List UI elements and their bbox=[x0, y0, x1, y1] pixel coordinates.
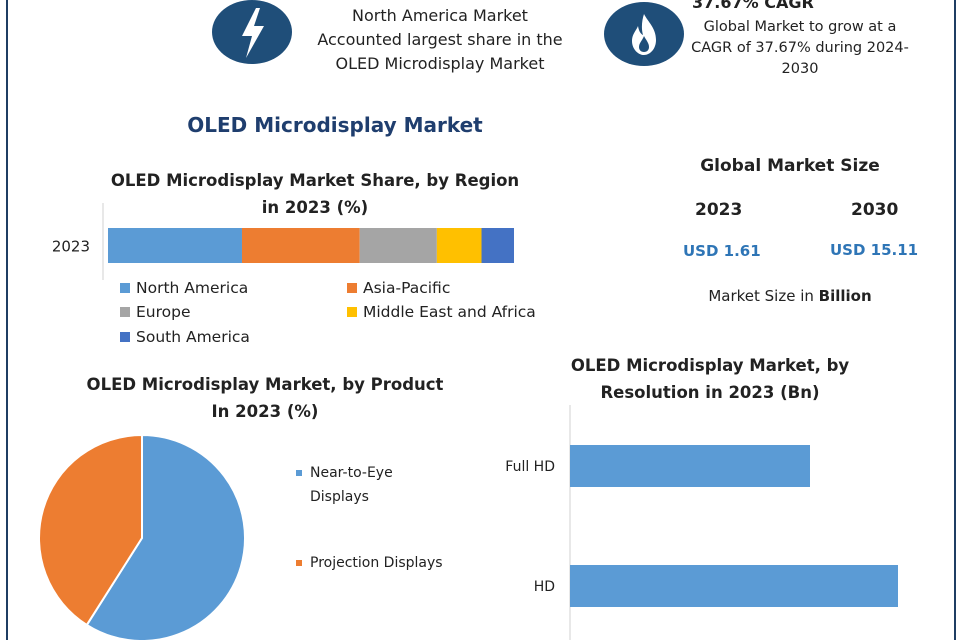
region-stacked-bar-chart: 2023 bbox=[52, 203, 514, 280]
banner-left-text: North America Market Accounted largest s… bbox=[295, 4, 585, 76]
resolution-bar-chart: Full HD HD bbox=[505, 405, 898, 640]
market-size-year-2030: 2030 bbox=[851, 200, 899, 220]
region-chart-title: OLED Microdisplay Market Share, by Regio… bbox=[90, 167, 540, 221]
legend-swatch bbox=[120, 283, 130, 293]
pie-legend-label: Near-to-Eye bbox=[310, 465, 393, 481]
banner-left-line-2: Accounted largest share in the bbox=[317, 30, 563, 49]
lightning-bolt-icon bbox=[212, 0, 292, 64]
legend-label: North America bbox=[136, 279, 249, 297]
legend-swatch bbox=[347, 283, 357, 293]
region-bar-segment-europe bbox=[359, 228, 437, 263]
pie-legend-label: Displays bbox=[310, 489, 369, 505]
pie-legend-swatch bbox=[296, 560, 302, 566]
market-size-title: Global Market Size bbox=[700, 156, 880, 176]
legend-item-south-america: South America bbox=[120, 328, 250, 346]
resolution-chart-title-line-2: Resolution in 2023 (Bn) bbox=[600, 383, 820, 402]
legend-swatch bbox=[120, 307, 130, 317]
pie-slice-near-to-eye-displays bbox=[85, 433, 246, 640]
flame-icon bbox=[604, 2, 684, 66]
product-chart-title-line-2: In 2023 (%) bbox=[211, 402, 319, 421]
legend-label: Middle East and Africa bbox=[363, 303, 536, 321]
banner-left-line-1: North America Market bbox=[352, 6, 528, 25]
legend-item-north-america: North America bbox=[120, 279, 248, 297]
region-bar-segment-north-america bbox=[108, 228, 242, 263]
product-chart-title-line-1: OLED Microdisplay Market, by Product bbox=[86, 375, 444, 394]
resolution-category-label-hd: HD bbox=[534, 579, 555, 595]
legend-item-europe: Europe bbox=[120, 303, 191, 321]
cagr-description: Global Market to grow at a CAGR of 37.67… bbox=[680, 17, 920, 80]
banner-left-line-3: OLED Microdisplay Market bbox=[335, 54, 545, 73]
region-chart-title-line-2: in 2023 (%) bbox=[261, 198, 369, 217]
resolution-chart-title-line-1: OLED Microdisplay Market, by bbox=[570, 356, 850, 375]
market-size-note-unit: Billion bbox=[818, 287, 872, 305]
legend-swatch bbox=[120, 332, 130, 342]
market-size-year-2023: 2023 bbox=[695, 200, 743, 220]
pie-slice-projection-displays bbox=[38, 433, 143, 627]
legend-swatch bbox=[347, 307, 357, 317]
region-chart-title-line-1: OLED Microdisplay Market Share, by Regio… bbox=[110, 171, 520, 190]
cagr-title: 37.67% CAGR bbox=[692, 0, 814, 12]
resolution-bar-full-hd bbox=[570, 445, 810, 487]
pie-legend-swatch bbox=[296, 470, 302, 476]
region-bar-segment-south-america bbox=[481, 228, 514, 263]
legend-label: Asia-Pacific bbox=[363, 279, 451, 297]
cagr-line-3: 2030 bbox=[781, 61, 819, 77]
left-frame-line bbox=[6, 0, 8, 640]
legend-label: Europe bbox=[136, 303, 191, 321]
cagr-line-1: Global Market to grow at a bbox=[703, 19, 897, 35]
market-size-value-2030: USD 15.11 bbox=[830, 241, 919, 259]
pie-legend-item-projection-displays: Projection Displays bbox=[296, 551, 443, 575]
legend-item-asia-pacific: Asia-Pacific bbox=[347, 279, 450, 297]
market-size-unit-note: Market Size in Billion bbox=[690, 287, 890, 305]
market-size-note-prefix: Market Size in bbox=[708, 287, 819, 305]
pie-legend-label: Projection Displays bbox=[310, 555, 443, 571]
resolution-category-label-full-hd: Full HD bbox=[505, 459, 555, 475]
pie-legend-item-near-to-eye-displays: Near-to-Eye Displays bbox=[296, 461, 393, 509]
resolution-bar-hd bbox=[570, 565, 898, 607]
resolution-chart-title: OLED Microdisplay Market, by Resolution … bbox=[540, 352, 880, 406]
region-category-label: 2023 bbox=[52, 238, 90, 256]
product-chart-title: OLED Microdisplay Market, by Product In … bbox=[60, 371, 470, 425]
right-frame-line bbox=[954, 0, 956, 640]
legend-item-middle-east-and-africa: Middle East and Africa bbox=[347, 303, 536, 321]
region-bar-segment-asia-pacific bbox=[241, 228, 360, 263]
region-bar-segment-middle-east-and-africa bbox=[436, 228, 482, 263]
market-size-value-2023: USD 1.61 bbox=[683, 242, 761, 260]
legend-label: South America bbox=[136, 328, 250, 346]
cagr-line-2: CAGR of 37.67% during 2024- bbox=[691, 40, 909, 56]
main-title: OLED Microdisplay Market bbox=[187, 113, 483, 137]
product-pie-chart bbox=[38, 433, 246, 640]
